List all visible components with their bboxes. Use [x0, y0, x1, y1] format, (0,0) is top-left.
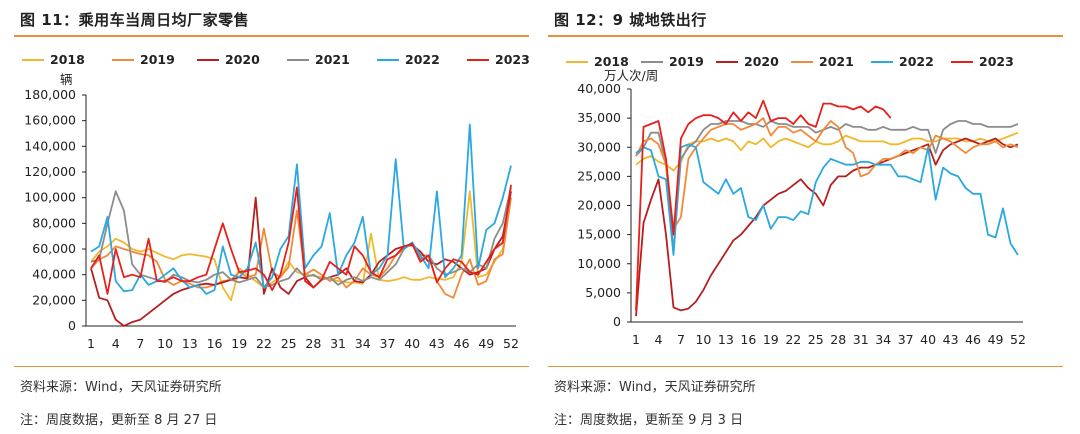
x-tick-label: 4	[112, 336, 120, 351]
legend-label-2022: 2022	[405, 52, 440, 67]
legend-label-2020: 2020	[225, 52, 260, 67]
y-tick-label: 60,000	[32, 241, 76, 256]
x-tick-label: 25	[808, 332, 824, 347]
x-tick-label: 52	[503, 336, 519, 351]
left-line-chart: 2018 2019 2020 2021 2022 2023 辆 0 20,000 40,000 60…	[22, 52, 529, 351]
y-tick-label: 20,000	[32, 292, 76, 307]
x-tick-label: 40	[404, 336, 420, 351]
x-tick-label: 7	[136, 336, 144, 351]
left-title-rule	[14, 35, 529, 37]
y-tick-label: 10,000	[577, 256, 621, 271]
x-tick-label: 10	[157, 336, 173, 351]
x-tick-label: 43	[943, 332, 959, 347]
y-tick-label: 80,000	[32, 215, 76, 230]
x-tick-label: 1	[632, 332, 640, 347]
legend-label-2020: 2020	[744, 54, 779, 69]
left-panel: 图 11：乘用车当周日均厂家零售 2018 2019 2020 2021 2022 202…	[14, 0, 534, 434]
x-tick-label: 46	[454, 336, 470, 351]
y-unit-label: 万人次/周	[604, 68, 658, 83]
x-tick-label: 31	[853, 332, 869, 347]
x-tick-label: 22	[256, 336, 272, 351]
x-tick-label: 34	[875, 332, 891, 347]
x-tick-label: 22	[785, 332, 801, 347]
y-tick-label: 140,000	[24, 138, 76, 153]
y-tick-label: 25,000	[577, 168, 621, 183]
y-tick-label: 15,000	[577, 227, 621, 242]
series-line-2021	[635, 117, 1019, 230]
x-tick-label: 4	[654, 332, 662, 347]
legend-label-2023: 2023	[979, 54, 1014, 69]
x-tick-label: 40	[920, 332, 936, 347]
y-tick-label: 120,000	[24, 164, 76, 179]
x-tick-label: 28	[830, 332, 846, 347]
x-tick-label: 13	[182, 336, 198, 351]
right-source-text: 资料来源：Wind，天风证券研究所	[554, 380, 756, 395]
series-line-2020	[90, 191, 512, 327]
left-source-text: 资料来源：Wind，天风证券研究所	[20, 380, 222, 395]
x-tick-label: 37	[898, 332, 914, 347]
left-note-text: 注：周度数据，更新至 8 月 27 日	[20, 413, 218, 428]
series-line-2022	[90, 123, 512, 295]
x-tick-label: 34	[355, 336, 371, 351]
right-line-chart: 2018 2019 2020 2021 2022 2023 万人次/周 0 5,000 10,00…	[566, 54, 1026, 347]
legend-label-2021: 2021	[315, 52, 350, 67]
x-tick-label: 46	[965, 332, 981, 347]
x-tick-label: 7	[677, 332, 685, 347]
x-tick-label: 1	[87, 336, 95, 351]
series-line-2018	[635, 131, 1019, 172]
legend-label-2019: 2019	[140, 52, 175, 67]
right-note-text: 注：周度数据，更新至 9 月 3 日	[554, 413, 744, 428]
y-tick-label: 5,000	[585, 285, 621, 300]
series-line-2020	[635, 137, 1019, 317]
y-tick-label: 100,000	[24, 190, 76, 205]
legend-label-2021: 2021	[819, 54, 854, 69]
y-tick-label: 35,000	[577, 110, 621, 125]
legend-label-2023: 2023	[495, 52, 529, 67]
x-tick-label: 16	[207, 336, 223, 351]
left-chart-title: 图 11：乘用车当周日均厂家零售	[20, 11, 250, 29]
y-tick-label: 180,000	[24, 87, 76, 102]
x-tick-label: 28	[305, 336, 321, 351]
legend-label-2019: 2019	[669, 54, 704, 69]
y-tick-label: 40,000	[577, 81, 621, 96]
x-tick-label: 52	[1010, 332, 1026, 347]
series-line-2022	[635, 143, 1019, 256]
legend-label-2022: 2022	[899, 54, 934, 69]
series-line-2023	[635, 99, 892, 311]
x-tick-label: 16	[740, 332, 756, 347]
x-tick-label: 13	[718, 332, 734, 347]
left-footer-rule	[14, 366, 529, 367]
x-tick-label: 43	[429, 336, 445, 351]
x-tick-label: 49	[478, 336, 494, 351]
y-tick-label: 30,000	[577, 139, 621, 154]
x-tick-label: 49	[988, 332, 1004, 347]
x-tick-label: 10	[695, 332, 711, 347]
legend-label-2018: 2018	[594, 54, 629, 69]
right-footer-rule	[548, 366, 1063, 367]
series-line-2019	[635, 120, 1019, 254]
y-tick-label: 20,000	[577, 198, 621, 213]
x-tick-label: 19	[763, 332, 779, 347]
right-title-rule	[548, 35, 1063, 37]
y-tick-label: 0	[68, 318, 76, 333]
x-tick-label: 25	[281, 336, 297, 351]
x-tick-label: 31	[330, 336, 346, 351]
right-chart-title: 图 12：9 城地铁出行	[554, 11, 707, 29]
y-tick-label: 40,000	[32, 267, 76, 282]
x-tick-label: 37	[380, 336, 396, 351]
y-unit-label: 辆	[60, 72, 73, 87]
legend-label-2018: 2018	[50, 52, 85, 67]
right-panel: 图 12：9 城地铁出行 2018 2019 2020 2021 2022 2023 万人次…	[548, 0, 1068, 434]
series-line-2023	[90, 184, 512, 295]
y-tick-label: 160,000	[24, 113, 76, 128]
y-tick-label: 0	[613, 314, 621, 329]
x-tick-label: 19	[231, 336, 247, 351]
